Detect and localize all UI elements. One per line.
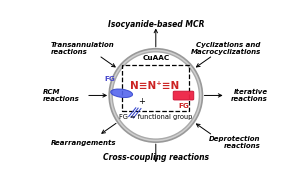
Text: RCM
reactions: RCM reactions	[43, 89, 79, 102]
Text: +: +	[138, 98, 145, 106]
Text: Rearrangements: Rearrangements	[51, 140, 116, 146]
Ellipse shape	[111, 89, 133, 98]
Text: FG: FG	[178, 103, 189, 109]
FancyBboxPatch shape	[173, 91, 194, 100]
Text: Isocyanide-based MCR: Isocyanide-based MCR	[108, 20, 204, 29]
Text: N≡N⁺≡N: N≡N⁺≡N	[130, 81, 180, 91]
Text: Iterative
reactions: Iterative reactions	[231, 89, 268, 102]
Text: Cyclizations and
Macrocyclizations: Cyclizations and Macrocyclizations	[190, 42, 261, 55]
Ellipse shape	[112, 52, 199, 139]
Ellipse shape	[109, 49, 202, 142]
Text: Cross-coupling reactions: Cross-coupling reactions	[103, 153, 209, 162]
Text: Deprotection
reactions: Deprotection reactions	[209, 136, 261, 149]
Text: CuAAC: CuAAC	[142, 55, 169, 61]
Text: FG: FG	[104, 76, 115, 82]
Text: FG = functional group: FG = functional group	[119, 114, 192, 120]
Text: Transannulation
reactions: Transannulation reactions	[51, 42, 115, 55]
